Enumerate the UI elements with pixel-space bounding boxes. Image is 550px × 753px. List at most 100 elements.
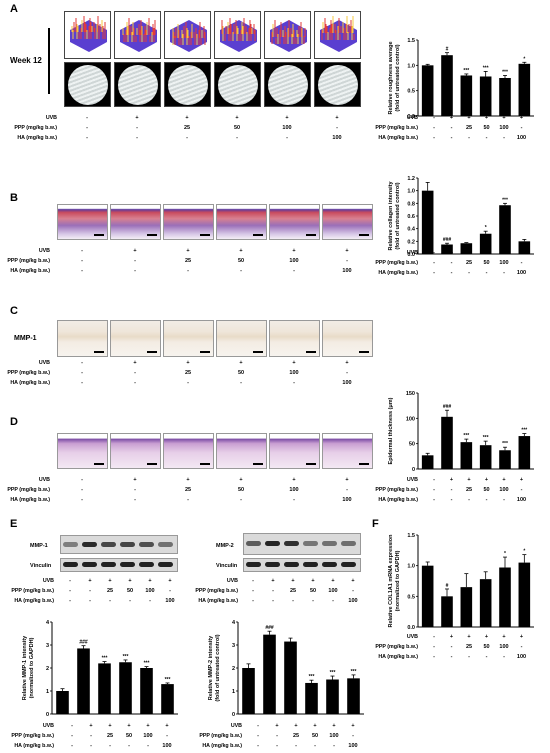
y-axis-label: Relative collagen intensity	[388, 181, 394, 251]
b-chart-ppp-label: PPP (mg/kg b.w.)	[375, 260, 418, 266]
a-img-ppp-cell: -	[86, 125, 88, 131]
e-chart2-ppp-cell: 100	[329, 733, 339, 739]
blot-mmp1-label: MMP-1	[30, 543, 48, 549]
b-img-uvb-cell: +	[239, 248, 243, 254]
e-chart2-ppp-cell: -	[276, 733, 278, 739]
masson-trichrome-image	[163, 204, 214, 240]
e-blot2-ha-cell: -	[332, 598, 334, 604]
mmp1-band	[120, 542, 135, 547]
f-chart-ppp-cell: 100	[499, 644, 509, 650]
vinculin-band	[303, 562, 318, 567]
d-img-ha-cell: -	[240, 497, 242, 503]
bar	[441, 416, 453, 469]
e-chart1-ppp-cell: -	[166, 733, 168, 739]
significance-mark: ###	[443, 404, 452, 410]
y-tick-label: 3	[46, 643, 49, 649]
e-blot2-uvb-cell: +	[331, 578, 335, 584]
a-chart-ppp-cell: 50	[483, 125, 490, 131]
bar	[460, 442, 473, 469]
vinculin-band	[341, 562, 356, 567]
e-blot1-ppp-label: PPP (mg/kg b.w.)	[11, 588, 54, 594]
a-img-uvb-cell: +	[285, 115, 289, 121]
vinculin-band	[120, 562, 135, 567]
a-img-ha-cell: 100	[332, 135, 342, 141]
y-axis-label: (fold of untreated control)	[395, 44, 401, 111]
d-img-ppp-cell: -	[346, 487, 348, 493]
b-img-ppp-cell: 50	[237, 258, 245, 264]
blot-vinculin-label-left: Vinculin	[30, 563, 52, 569]
e-blot2-uvb-label: UVB	[226, 578, 238, 584]
d-img-ppp-cell: -	[134, 487, 136, 493]
y-tick-label: 1.2	[407, 176, 415, 182]
bar	[77, 648, 90, 714]
e-chart1-uvb-cell: +	[146, 723, 150, 729]
a-chart-ha-cell: -	[468, 135, 470, 141]
mmp1-ihc-image	[216, 320, 267, 357]
d-chart-uvb-cell: +	[519, 477, 524, 483]
d-img-uvb-cell: -	[81, 477, 83, 483]
e-blot2-uvb-cell: -	[252, 578, 254, 584]
e-blot1-uvb-cell: -	[69, 578, 71, 584]
e-chart1-ha-cell: -	[90, 743, 92, 749]
bar	[479, 233, 492, 254]
b-img-ha-label: HA (mg/kg b.w.)	[10, 268, 50, 274]
he-stained-image	[163, 433, 214, 469]
e-chart1-ha-cell: -	[109, 743, 111, 749]
e-blot2-ppp-label: PPP (mg/kg b.w.)	[195, 588, 238, 594]
d-chart-ha-cell: -	[485, 497, 488, 503]
significance-mark: ***	[502, 69, 508, 75]
e-blot2-ppp-cell: -	[252, 588, 254, 594]
d-img-ppp-label: PPP (mg/kg b.w.)	[7, 487, 50, 493]
y-tick-label: 2	[46, 666, 49, 672]
b-chart-ppp-cell: 25	[465, 260, 473, 266]
f-chart-ppp-label: PPP (mg/kg b.w.)	[375, 644, 418, 650]
f-chart-ppp-cell: -	[450, 644, 453, 650]
masson-trichrome-image	[216, 204, 267, 240]
d-img-ppp-cell: -	[81, 487, 83, 493]
d-img-uvb-cell: +	[292, 477, 296, 483]
e-blot1-ha-label: HA (mg/kg b.w.)	[14, 598, 54, 604]
y-tick-label: 0.5	[407, 89, 415, 95]
skin-replica-image	[214, 62, 261, 107]
y-tick-label: 150	[406, 391, 415, 397]
mmp2-band	[265, 541, 280, 546]
a-img-ha-cell: -	[286, 135, 288, 141]
significance-mark: #	[446, 47, 449, 53]
bar	[499, 78, 511, 116]
e-chart1-ha-cell: -	[128, 743, 130, 749]
vinculin-band	[158, 562, 173, 567]
a-chart-ppp-cell: 100	[499, 125, 509, 131]
y-tick-label: 4	[46, 620, 50, 626]
e-blot2-ha-cell: -	[252, 598, 254, 604]
he-stained-image	[269, 433, 320, 469]
bar	[518, 562, 531, 627]
e-chart1-ha-label: HA (mg/kg b.w.)	[14, 743, 54, 749]
c-img-ppp-cell: -	[134, 370, 136, 376]
a-chart-ppp-cell: -	[450, 125, 453, 131]
d-chart-uvb-cell: +	[449, 477, 454, 483]
b-img-ha-cell: -	[293, 268, 295, 274]
c-img-ha-cell: -	[81, 380, 83, 386]
f-chart-ppp-cell: 25	[465, 644, 473, 650]
d-chart-ppp-cell: -	[433, 487, 435, 493]
f-chart-ha-cell: -	[485, 654, 488, 660]
e-chart1-ppp-cell: 50	[125, 733, 133, 739]
y-axis-label: Relative MMP-2 intensity	[208, 635, 214, 700]
chart-epidermal: Epidermal thickness (μm) 0 50 100 150 ### *** *…	[388, 391, 534, 473]
surface-plot-image	[264, 11, 311, 59]
a-chart-ppp-label: PPP (mg/kg b.w.)	[375, 125, 418, 131]
d-img-uvb-cell: +	[133, 477, 137, 483]
bar	[479, 445, 492, 469]
significance-mark: *	[523, 56, 525, 62]
b-chart-uvb-label: UVB	[406, 250, 418, 256]
b-img-ppp-cell: -	[81, 258, 83, 264]
y-tick-label: 0.0	[407, 114, 415, 120]
bar	[140, 668, 153, 714]
c-img-uvb-cell: +	[239, 360, 243, 366]
f-chart-uvb-label: UVB	[406, 634, 418, 640]
bar	[460, 587, 473, 627]
e-chart2-ha-label: HA (mg/kg b.w.)	[202, 743, 242, 749]
c-img-ha-cell: -	[187, 380, 189, 386]
y-tick-label: 50	[409, 442, 415, 448]
b-img-ha-cell: -	[81, 268, 83, 274]
